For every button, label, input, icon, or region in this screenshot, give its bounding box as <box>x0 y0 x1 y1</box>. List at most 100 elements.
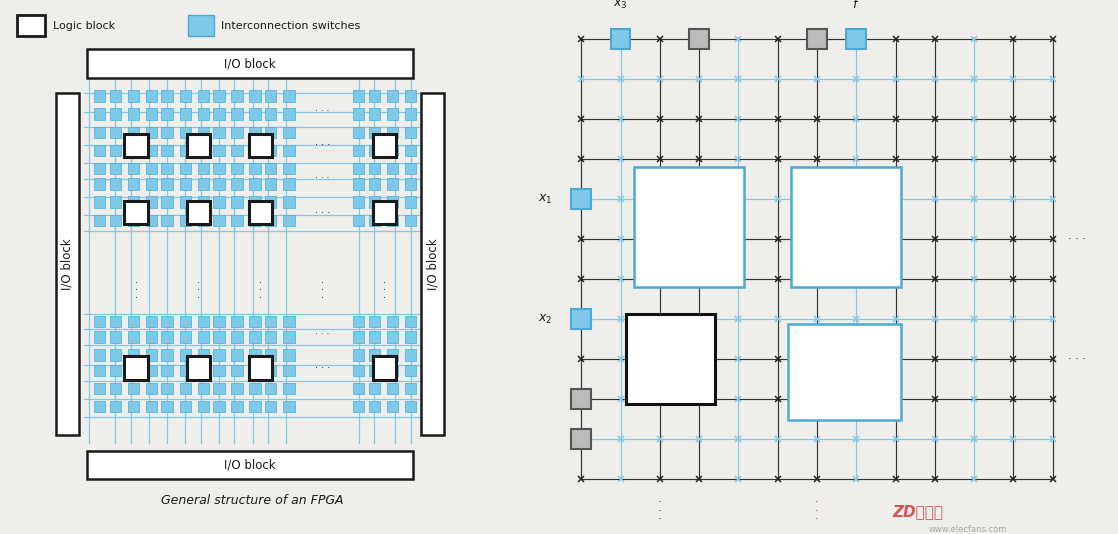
Bar <box>369 365 380 376</box>
Text: 0: 0 <box>667 177 674 187</box>
Bar <box>161 90 173 101</box>
Bar <box>369 178 380 190</box>
Text: $f_2$: $f_2$ <box>796 401 805 415</box>
Bar <box>110 178 121 190</box>
Bar <box>214 215 225 226</box>
Bar <box>145 197 158 208</box>
Bar <box>110 127 121 138</box>
Bar <box>265 365 276 376</box>
Bar <box>180 90 191 101</box>
Bar <box>634 167 743 287</box>
Text: ·
·
·: · · · <box>383 278 386 303</box>
Text: · · ·: · · · <box>315 175 330 183</box>
Bar <box>214 349 225 360</box>
Bar <box>161 178 173 190</box>
Bar <box>405 127 416 138</box>
Bar <box>198 316 209 327</box>
Bar <box>124 134 148 157</box>
Bar <box>161 401 173 412</box>
Bar <box>161 145 173 156</box>
Text: · · ·: · · · <box>315 208 330 217</box>
Bar <box>571 389 591 409</box>
Bar <box>405 316 416 327</box>
Bar <box>94 316 105 327</box>
Bar <box>387 349 398 360</box>
Bar <box>405 178 416 190</box>
Bar <box>249 178 260 190</box>
Bar <box>198 349 209 360</box>
Bar <box>87 49 414 78</box>
Bar <box>283 90 294 101</box>
Bar <box>369 163 380 174</box>
Bar <box>690 29 709 49</box>
Bar <box>94 178 105 190</box>
Bar <box>145 383 158 394</box>
Bar <box>265 401 276 412</box>
Bar <box>626 314 714 404</box>
Bar <box>94 108 105 120</box>
Text: $x_3$: $x_3$ <box>798 266 811 278</box>
Bar <box>127 383 139 394</box>
Bar <box>198 127 209 138</box>
Bar <box>353 401 364 412</box>
Bar <box>110 163 121 174</box>
Bar <box>145 178 158 190</box>
Bar <box>231 349 243 360</box>
Bar <box>145 365 158 376</box>
Bar <box>283 401 294 412</box>
Bar <box>214 383 225 394</box>
Bar <box>110 108 121 120</box>
Bar <box>56 93 79 435</box>
Bar <box>249 163 260 174</box>
Bar <box>180 365 191 376</box>
Bar <box>145 163 158 174</box>
Text: · · ·: · · · <box>315 330 330 339</box>
Bar <box>94 383 105 394</box>
Bar <box>94 90 105 101</box>
Bar <box>180 349 191 360</box>
Bar <box>187 201 210 224</box>
Bar <box>214 401 225 412</box>
Bar <box>198 108 209 120</box>
Bar <box>249 127 260 138</box>
Bar <box>405 215 416 226</box>
Bar <box>405 163 416 174</box>
Bar <box>127 365 139 376</box>
Bar <box>353 163 364 174</box>
Bar <box>369 331 380 342</box>
Text: 0: 0 <box>824 237 831 247</box>
Bar <box>180 145 191 156</box>
Bar <box>248 201 272 224</box>
Bar <box>124 356 148 380</box>
Bar <box>127 90 139 101</box>
Bar <box>127 145 139 156</box>
Bar <box>127 178 139 190</box>
Bar <box>94 163 105 174</box>
Bar <box>110 145 121 156</box>
Text: $x_2$: $x_2$ <box>539 312 552 326</box>
Bar <box>369 145 380 156</box>
Bar <box>249 349 260 360</box>
Bar <box>283 215 294 226</box>
Bar <box>180 163 191 174</box>
Bar <box>369 127 380 138</box>
Bar <box>405 197 416 208</box>
Bar <box>283 365 294 376</box>
Bar <box>110 401 121 412</box>
Bar <box>283 145 294 156</box>
Bar <box>373 356 396 380</box>
Bar <box>161 163 173 174</box>
Bar <box>353 316 364 327</box>
Bar <box>265 349 276 360</box>
Bar <box>198 145 209 156</box>
Text: ·
·
·: · · · <box>815 498 818 524</box>
Bar <box>110 383 121 394</box>
Bar <box>283 316 294 327</box>
Bar <box>231 383 243 394</box>
Bar <box>110 215 121 226</box>
Bar <box>127 401 139 412</box>
Bar <box>161 197 173 208</box>
Bar <box>353 90 364 101</box>
Bar <box>788 324 901 420</box>
Bar <box>369 197 380 208</box>
